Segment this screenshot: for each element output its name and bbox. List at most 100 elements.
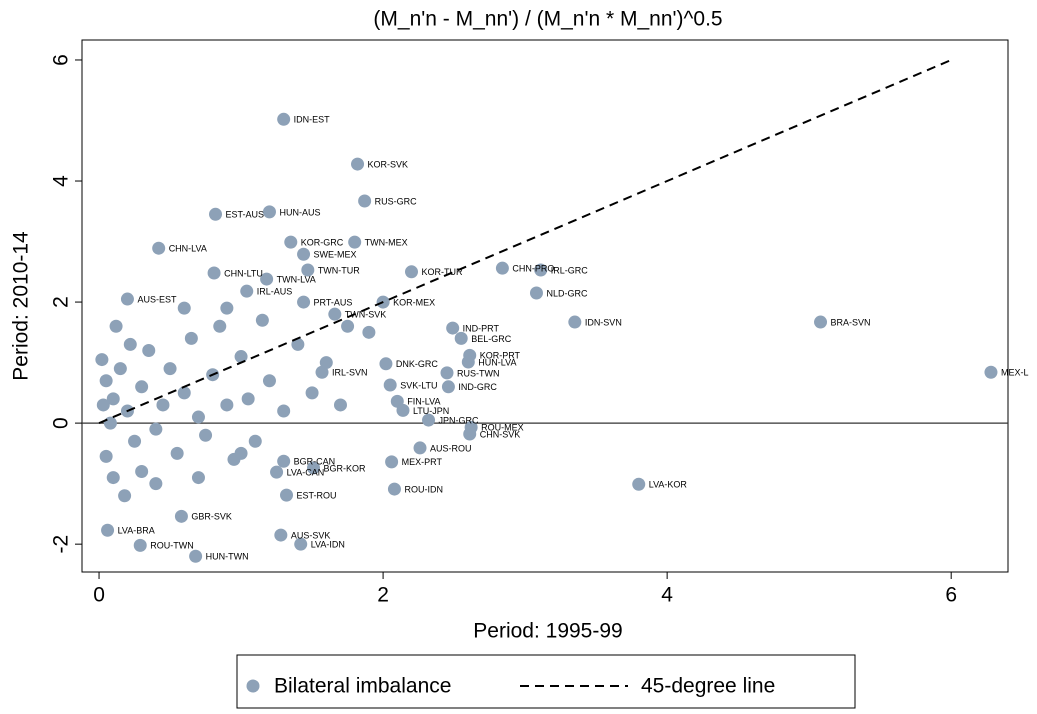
point-label: RUS-GRC bbox=[375, 196, 417, 206]
point-label: KOR-SVK bbox=[368, 159, 409, 169]
point-label: FIN-LVA bbox=[407, 397, 440, 407]
point-label: KOR-MEX bbox=[393, 297, 435, 307]
point bbox=[135, 465, 149, 479]
point-label: PRT-AUS bbox=[314, 297, 353, 307]
x-tick-label: 4 bbox=[661, 584, 673, 607]
point-label: IRL-GRC bbox=[551, 265, 589, 275]
reference-line bbox=[98, 59, 952, 425]
point bbox=[133, 538, 147, 552]
point bbox=[220, 301, 234, 315]
point-label: MEX-PRT bbox=[402, 457, 443, 467]
point-label: LVA-BRA bbox=[118, 526, 155, 536]
point-label: BEL-GRC bbox=[471, 334, 512, 344]
point-label: GBR-SVK bbox=[191, 512, 232, 522]
point-label: AUS-SVK bbox=[291, 530, 331, 540]
point bbox=[274, 528, 288, 542]
point bbox=[163, 362, 177, 376]
point bbox=[99, 449, 113, 463]
point bbox=[277, 112, 291, 126]
point-label: HUN-AUS bbox=[279, 207, 320, 217]
point bbox=[495, 261, 509, 275]
point bbox=[262, 205, 276, 219]
point bbox=[341, 319, 355, 333]
point-label: IRL-AUS bbox=[257, 287, 293, 297]
point-label: SWE-MEX bbox=[314, 250, 357, 260]
y-tick-label: 2 bbox=[50, 296, 73, 308]
point bbox=[207, 266, 221, 280]
point bbox=[632, 477, 646, 491]
point bbox=[189, 549, 203, 563]
point bbox=[284, 235, 298, 249]
point bbox=[213, 319, 227, 333]
point bbox=[142, 343, 156, 357]
y-tick-label: 0 bbox=[50, 417, 73, 429]
point-label: IND-GRC bbox=[458, 382, 497, 392]
point bbox=[568, 315, 582, 329]
point bbox=[260, 272, 274, 286]
point-label: CHN-PRO bbox=[512, 264, 554, 274]
point-label: MEX-L bbox=[1001, 368, 1029, 378]
y-tick-label: 6 bbox=[50, 54, 73, 66]
point bbox=[396, 403, 410, 417]
point-label: HUN-TWN bbox=[206, 552, 249, 562]
point bbox=[123, 337, 137, 351]
point bbox=[177, 301, 191, 315]
point bbox=[358, 194, 372, 208]
point-label: EST-ROU bbox=[297, 491, 337, 501]
point bbox=[95, 353, 109, 367]
point-label: IDN-EST bbox=[294, 115, 331, 125]
x-axis-label: Period: 1995-99 bbox=[473, 620, 622, 643]
point bbox=[135, 380, 149, 394]
point-label: IND-PRT bbox=[463, 323, 500, 333]
point bbox=[96, 398, 110, 412]
plot-frame bbox=[81, 39, 1009, 573]
point-label: TWN-MEX bbox=[365, 238, 408, 248]
point bbox=[351, 157, 365, 171]
point-label: CHN-SVK bbox=[480, 429, 521, 439]
point-label: KOR-PRT bbox=[480, 351, 521, 361]
point bbox=[307, 461, 320, 475]
point bbox=[240, 284, 254, 298]
point bbox=[461, 355, 475, 369]
point-label: IDN-SVN bbox=[585, 317, 622, 327]
point bbox=[262, 374, 276, 388]
point bbox=[106, 471, 120, 485]
point bbox=[156, 398, 170, 412]
point-label: NLD-GRC bbox=[546, 288, 588, 298]
point bbox=[241, 392, 255, 406]
point bbox=[413, 441, 427, 455]
point bbox=[440, 366, 454, 380]
point bbox=[814, 315, 828, 329]
point bbox=[220, 398, 234, 412]
point bbox=[149, 422, 163, 436]
point bbox=[109, 319, 123, 333]
point bbox=[291, 337, 305, 351]
y-axis-label: Period: 2010-14 bbox=[10, 231, 33, 381]
point-label: TWN-TUR bbox=[318, 265, 360, 275]
point bbox=[446, 321, 460, 335]
point-label: KOR-GRC bbox=[301, 238, 344, 248]
point-label: CHN-LTU bbox=[224, 268, 263, 278]
point bbox=[984, 365, 998, 379]
point bbox=[270, 465, 284, 479]
point-label: RUS-TWN bbox=[457, 368, 500, 378]
point bbox=[234, 350, 248, 364]
legend-marker bbox=[246, 679, 260, 693]
point bbox=[319, 356, 333, 370]
point bbox=[333, 398, 347, 412]
point bbox=[103, 416, 117, 430]
point-label: BGR-KOR bbox=[324, 463, 367, 473]
point-label: JPN-GRC bbox=[439, 415, 479, 425]
point bbox=[379, 357, 393, 371]
point bbox=[209, 207, 223, 221]
point bbox=[152, 241, 166, 255]
point bbox=[277, 454, 291, 468]
point-label: ROU-MEX bbox=[481, 423, 523, 433]
point bbox=[234, 446, 248, 460]
x-tick-label: 6 bbox=[945, 584, 957, 607]
point bbox=[385, 455, 399, 469]
point bbox=[454, 331, 468, 345]
point-label: CHN-LVA bbox=[169, 244, 207, 254]
point bbox=[328, 307, 342, 321]
